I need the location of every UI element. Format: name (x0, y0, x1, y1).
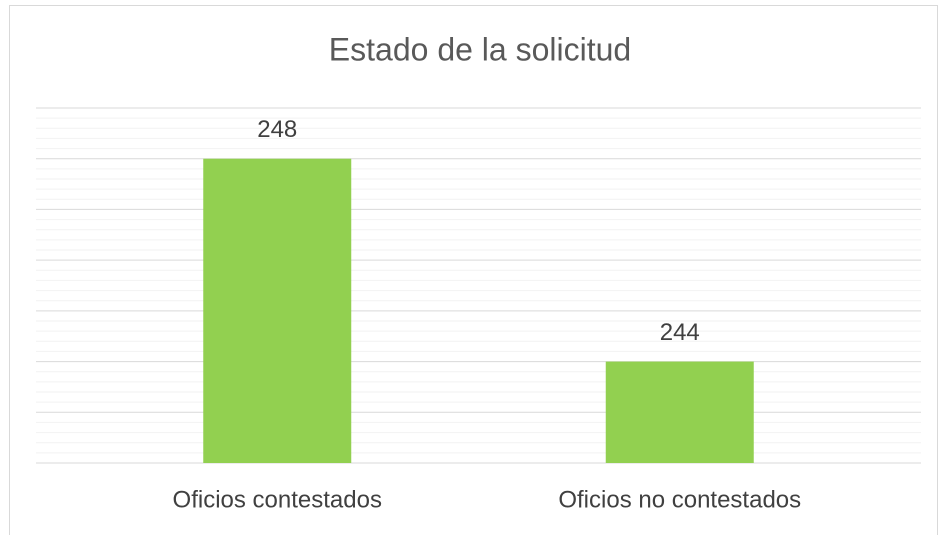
data-label: 248 (257, 116, 297, 143)
bar (605, 361, 754, 463)
x-tick-label: Oficios no contestados (558, 486, 801, 513)
data-label: 244 (660, 319, 700, 346)
x-tick-label: Oficios contestados (173, 486, 382, 513)
bar (203, 158, 352, 463)
chart-title: Estado de la solicitud (329, 31, 631, 67)
